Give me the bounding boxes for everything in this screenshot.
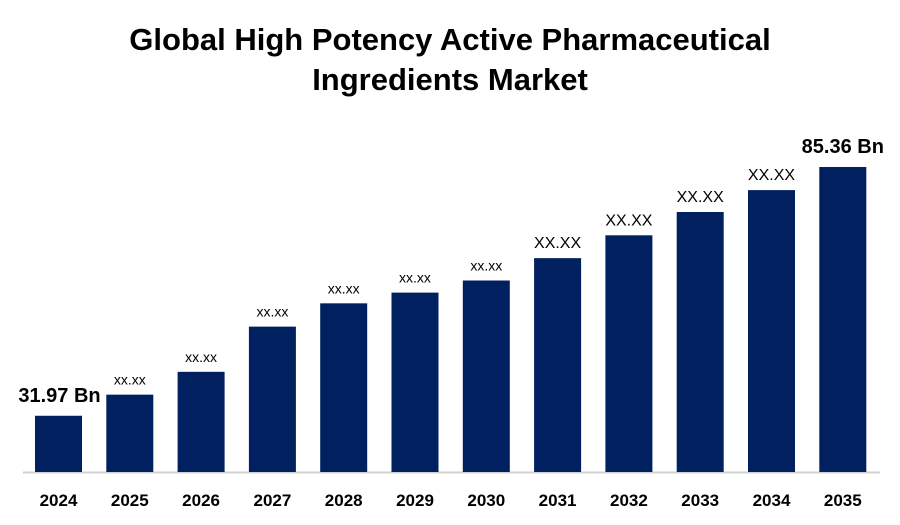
x-tick-label-2030: 2030 [467,491,505,510]
x-tick-label-2033: 2033 [681,491,719,510]
data-label-2034: XX.XX [748,167,795,184]
data-label-2024: 31.97 Bn [18,385,100,407]
data-label-2032: XX.XX [605,212,652,229]
bar-2031 [534,258,582,472]
bar-2024 [35,415,82,472]
chart-title-line-2: Ingredients Market [312,62,588,97]
x-tick-label-2029: 2029 [396,491,434,510]
bar-2025 [106,394,154,472]
data-label-2033: XX.XX [677,189,724,206]
x-tick-label-2027: 2027 [253,491,291,510]
x-tick-label-2031: 2031 [539,491,577,510]
bar-2028 [320,303,368,472]
data-label-2030: xx.xx [470,258,502,274]
bar-2032 [605,235,653,472]
x-tick-label-2025: 2025 [111,491,149,510]
bar-2035 [819,167,867,472]
data-label-2028: xx.xx [328,280,360,296]
bar-2026 [177,371,225,472]
bar-2029 [391,292,439,472]
x-tick-label-2035: 2035 [824,491,862,510]
chart-title: Global High Potency Active Pharmaceutica… [0,20,900,100]
x-tick-label-2032: 2032 [610,491,648,510]
data-label-2027: xx.xx [256,304,288,320]
data-label-2031: XX.XX [534,235,581,252]
bar-2030 [462,280,510,472]
bar-2027 [248,326,296,472]
x-tick-label-2026: 2026 [182,491,220,510]
data-label-2029: xx.xx [399,270,431,286]
x-tick-label-2028: 2028 [325,491,363,510]
x-tick-label-2024: 2024 [40,491,78,510]
data-label-2026: xx.xx [185,349,217,365]
data-label-2035: 85.36 Bn [802,136,884,158]
bar-2033 [676,212,724,473]
x-tick-label-2034: 2034 [753,491,791,510]
bar-2034 [748,190,795,472]
chart-title-line-1: Global High Potency Active Pharmaceutica… [129,22,771,57]
data-label-2025: xx.xx [114,372,146,388]
